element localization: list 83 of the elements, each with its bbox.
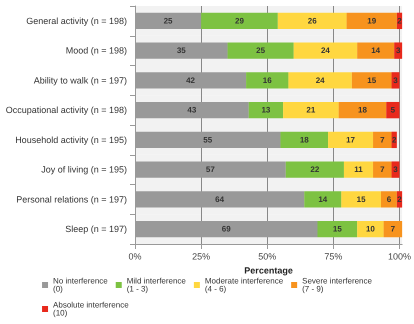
data-label: 24 <box>320 46 330 56</box>
data-label: 57 <box>206 165 216 174</box>
data-label: 5 <box>390 106 396 115</box>
bar <box>280 132 328 148</box>
data-label: 42 <box>186 76 196 85</box>
data-label: 25 <box>256 46 266 56</box>
bar <box>386 102 400 118</box>
x-tick-label: 0% <box>128 252 142 262</box>
data-label: 16 <box>262 76 272 85</box>
data-label: 13 <box>261 106 271 115</box>
data-label: 17 <box>346 135 356 144</box>
y-tick-label: Sleep (n = 197) <box>65 224 127 234</box>
bar <box>294 42 358 59</box>
bar <box>286 161 344 178</box>
legend-label: Moderate interference (4 - 6) <box>204 276 284 294</box>
data-label: 22 <box>310 165 320 174</box>
data-label: 21 <box>306 106 316 115</box>
data-label: 15 <box>367 76 377 85</box>
bar <box>283 102 339 118</box>
data-label: 24 <box>316 76 326 85</box>
data-label: 14 <box>318 194 328 204</box>
bar <box>288 72 352 89</box>
data-label: 64 <box>215 194 225 204</box>
data-label: 3 <box>396 46 401 56</box>
bar <box>304 191 342 208</box>
bar <box>341 191 381 208</box>
bar <box>357 220 384 238</box>
bar <box>201 12 278 30</box>
bar <box>246 72 288 89</box>
data-label: 10 <box>366 224 376 234</box>
data-label: 15 <box>332 224 342 234</box>
x-axis-title: Percentage <box>244 265 293 276</box>
bar <box>373 161 392 178</box>
bar <box>373 132 392 148</box>
y-tick-label: Personal relations (n = 197) <box>16 194 128 204</box>
y-tick-label: Mood (n = 198) <box>66 46 127 56</box>
y-tick-label: Joy of living (n = 195) <box>41 164 127 175</box>
x-tick-label: 50% <box>258 252 276 262</box>
data-label: 18 <box>358 106 368 115</box>
y-tick-label: General activity (n = 198) <box>26 16 127 26</box>
data-label: 3 <box>393 76 398 85</box>
bar <box>384 220 402 238</box>
data-label: 69 <box>222 224 232 234</box>
bar <box>338 102 386 118</box>
data-label: 29 <box>235 16 244 26</box>
data-label: 55 <box>203 135 213 144</box>
x-tick-label: 75% <box>324 252 342 262</box>
x-tick-label: 100% <box>388 252 412 262</box>
legend-label: Absolute interference (10) <box>53 300 130 318</box>
data-label: 2 <box>392 135 397 144</box>
data-label: 18 <box>300 135 310 144</box>
y-tick-label: Household activity (n = 195) <box>15 134 127 145</box>
bar <box>228 42 294 59</box>
bar <box>344 161 374 178</box>
bar <box>328 132 374 148</box>
bar <box>248 102 284 118</box>
bar <box>380 191 397 208</box>
legend-label: No interference (0) <box>53 276 108 294</box>
bar <box>278 12 347 30</box>
data-label: 19 <box>367 16 377 26</box>
data-label: 2 <box>397 16 402 26</box>
data-label: 7 <box>390 224 396 234</box>
data-label: 2 <box>397 194 402 204</box>
data-label: 26 <box>308 16 318 26</box>
data-label: 25 <box>164 16 174 26</box>
data-label: 15 <box>356 194 366 204</box>
y-tick-label: Occupational activity (n = 198) <box>6 105 127 116</box>
data-label: 35 <box>176 46 186 56</box>
data-label: 6 <box>386 194 392 204</box>
data-label: 3 <box>393 165 398 174</box>
data-label: 7 <box>380 135 386 144</box>
x-tick-label: 25% <box>192 252 210 262</box>
bar <box>357 42 394 59</box>
y-tick-label: Ability to walk (n = 197) <box>34 75 127 86</box>
data-label: 14 <box>371 46 381 56</box>
data-label: 7 <box>380 165 386 174</box>
data-label: 11 <box>354 165 364 174</box>
legend-label: Mild interference (1 - 3) <box>126 276 186 294</box>
data-label: 43 <box>187 106 197 115</box>
bar <box>352 72 392 89</box>
legend-label: Severe interference (7 - 9) <box>302 276 373 294</box>
bar <box>318 220 358 238</box>
bar <box>346 12 397 30</box>
